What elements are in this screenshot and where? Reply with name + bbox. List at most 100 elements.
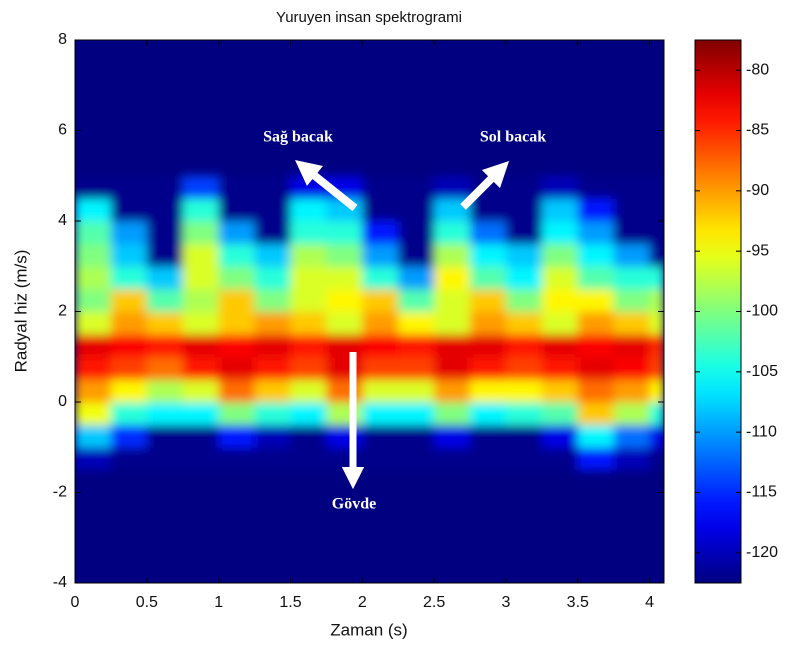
cell (434, 379, 471, 403)
cell (649, 379, 664, 403)
cell (434, 356, 471, 380)
y-tick-label: 8 (58, 31, 67, 48)
arrow (460, 160, 510, 210)
cell (218, 311, 256, 335)
cell (75, 402, 112, 426)
cell (182, 288, 220, 312)
cell (505, 402, 543, 426)
cell (146, 175, 184, 199)
cell (541, 243, 579, 267)
cell (434, 447, 471, 471)
cell (434, 243, 471, 267)
cell (470, 356, 507, 380)
cell (326, 243, 363, 267)
cell (182, 424, 220, 448)
cell (110, 424, 148, 448)
cell (613, 288, 651, 312)
cell (434, 221, 471, 245)
cell (649, 175, 664, 199)
y-tick-label: -4 (53, 574, 67, 591)
cell (577, 243, 615, 267)
cell (182, 311, 220, 335)
cell (398, 311, 435, 335)
cell (577, 334, 615, 358)
cell (577, 356, 615, 380)
cell (577, 311, 615, 335)
y-tick-label: -2 (53, 484, 67, 501)
x-tick-label: 3.5 (567, 594, 589, 611)
cell (398, 243, 435, 267)
cell (362, 311, 399, 335)
cell (577, 221, 615, 245)
cell (254, 334, 291, 358)
cell (398, 198, 435, 222)
cell (505, 356, 543, 380)
cell (577, 447, 615, 471)
cell (146, 266, 184, 290)
x-tick-label: 2.5 (423, 594, 445, 611)
cell (577, 288, 615, 312)
cell (146, 334, 184, 358)
cell (541, 266, 579, 290)
cell (182, 356, 220, 380)
cell (110, 379, 148, 403)
cell (613, 266, 651, 290)
cell (398, 379, 435, 403)
cell (577, 402, 615, 426)
cell (577, 175, 615, 199)
cell (398, 221, 435, 245)
cell (75, 379, 112, 403)
cell (218, 243, 256, 267)
cell (75, 175, 112, 199)
colorbar-tick-label: -110 (746, 423, 777, 440)
x-tick-label: 4 (645, 594, 654, 611)
cell (541, 198, 579, 222)
x-tick-label: 3 (502, 594, 511, 611)
cell (362, 266, 399, 290)
cell (505, 288, 543, 312)
cell (182, 266, 220, 290)
cell (470, 288, 507, 312)
annotation: Gövde (332, 496, 376, 513)
x-tick-label: 2 (358, 594, 367, 611)
cell (541, 356, 579, 380)
cell (505, 447, 543, 471)
cell (326, 402, 363, 426)
cell (505, 221, 543, 245)
cell (398, 402, 435, 426)
cell (398, 266, 435, 290)
y-axis-label: Radyal hiz (m/s) (11, 250, 30, 373)
cell (218, 288, 256, 312)
cell (75, 356, 112, 380)
cell (613, 356, 651, 380)
cell (290, 424, 327, 448)
cell (75, 311, 112, 335)
x-axis-label: Zaman (s) (330, 620, 407, 639)
cell (362, 243, 399, 267)
colorbar-tick-label: -100 (746, 303, 778, 320)
cell (218, 379, 256, 403)
cell (649, 221, 664, 245)
cell (577, 379, 615, 403)
cell (613, 424, 651, 448)
cell (398, 424, 435, 448)
colorbar-tick-label: -105 (746, 363, 778, 380)
colorbar-tick-label: -120 (746, 544, 778, 561)
cell (218, 175, 256, 199)
cell (254, 311, 291, 335)
cell (146, 379, 184, 403)
cell (254, 447, 291, 471)
cell (434, 175, 471, 199)
cell (470, 402, 507, 426)
cell (110, 447, 148, 471)
cell (110, 356, 148, 380)
cell (146, 288, 184, 312)
cell (541, 447, 579, 471)
cell (434, 402, 471, 426)
x-tick-label: 0 (71, 594, 80, 611)
cell (146, 356, 184, 380)
cell (362, 221, 399, 245)
y-tick-label: 6 (58, 122, 67, 139)
cell (182, 175, 220, 199)
